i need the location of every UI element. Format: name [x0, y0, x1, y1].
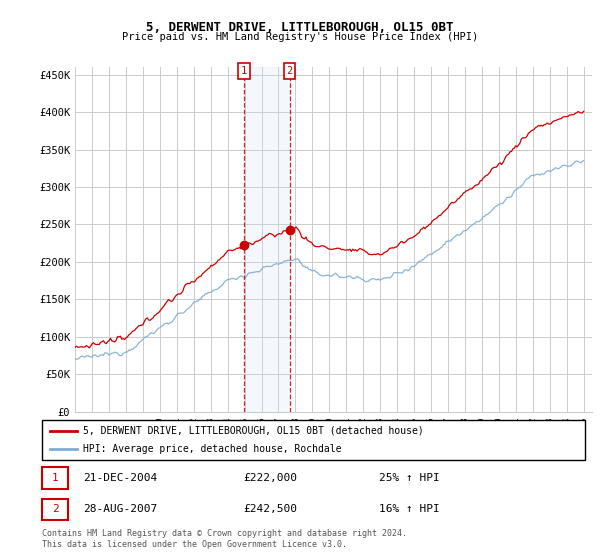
- Text: £222,000: £222,000: [243, 473, 297, 483]
- Text: 21-DEC-2004: 21-DEC-2004: [83, 473, 157, 483]
- Text: Contains HM Land Registry data © Crown copyright and database right 2024.
This d: Contains HM Land Registry data © Crown c…: [42, 529, 407, 549]
- FancyBboxPatch shape: [42, 499, 68, 520]
- Text: 16% ↑ HPI: 16% ↑ HPI: [379, 504, 439, 514]
- Text: 2: 2: [52, 504, 58, 514]
- Text: 25% ↑ HPI: 25% ↑ HPI: [379, 473, 439, 483]
- Text: 1: 1: [52, 473, 58, 483]
- Text: 28-AUG-2007: 28-AUG-2007: [83, 504, 157, 514]
- Text: 5, DERWENT DRIVE, LITTLEBOROUGH, OL15 0BT (detached house): 5, DERWENT DRIVE, LITTLEBOROUGH, OL15 0B…: [83, 426, 424, 436]
- Text: HPI: Average price, detached house, Rochdale: HPI: Average price, detached house, Roch…: [83, 445, 341, 454]
- Text: 2: 2: [286, 66, 293, 76]
- Bar: [244, 67, 290, 412]
- Text: 1: 1: [241, 66, 247, 76]
- Text: £242,500: £242,500: [243, 504, 297, 514]
- Text: Price paid vs. HM Land Registry's House Price Index (HPI): Price paid vs. HM Land Registry's House …: [122, 32, 478, 43]
- FancyBboxPatch shape: [42, 468, 68, 488]
- Text: 5, DERWENT DRIVE, LITTLEBOROUGH, OL15 0BT: 5, DERWENT DRIVE, LITTLEBOROUGH, OL15 0B…: [146, 21, 454, 34]
